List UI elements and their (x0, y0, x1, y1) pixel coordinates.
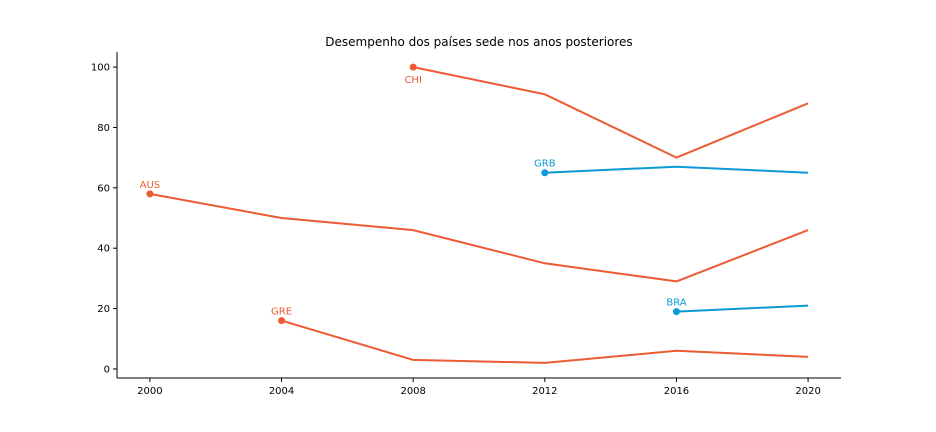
series-label-bra: BRA (666, 298, 686, 309)
series-start-marker-chi (409, 63, 417, 71)
series-label-grb: GRB (534, 159, 556, 170)
y-tick-label: 20 (97, 304, 110, 315)
chart-title: Desempenho dos países sede nos anos post… (325, 35, 632, 49)
y-tick-label: 40 (97, 244, 110, 255)
y-tick-label: 100 (91, 63, 110, 74)
series-layer: AUS GRE CHI GRB BRA (140, 63, 809, 364)
series-grb: GRB (534, 159, 809, 177)
series-label-aus: AUS (140, 180, 161, 191)
x-tick-label: 2020 (795, 386, 820, 397)
series-start-marker-bra (672, 308, 680, 316)
x-tick-label: 2012 (532, 386, 557, 397)
y-tick-label: 80 (97, 123, 110, 134)
x-tick-label: 2008 (400, 386, 425, 397)
y-tick-label: 60 (97, 183, 110, 194)
series-label-gre: GRE (271, 307, 292, 318)
series-gre: GRE (271, 307, 809, 364)
series-start-marker-aus (146, 190, 154, 198)
series-line-chi (412, 66, 809, 159)
series-line-bra (676, 304, 809, 313)
series-line-gre (281, 319, 809, 364)
series-line-aus (149, 192, 809, 283)
series-start-marker-gre (278, 317, 286, 325)
series-bra: BRA (666, 298, 809, 316)
y-tick-label: 0 (104, 364, 110, 375)
series-label-chi: CHI (404, 75, 421, 86)
x-tick-label: 2000 (137, 386, 162, 397)
x-tick-label: 2016 (664, 386, 689, 397)
series-start-marker-grb (541, 169, 549, 177)
series-chi: CHI (404, 63, 809, 159)
series-aus: AUS (140, 180, 809, 283)
series-line-grb (544, 165, 809, 174)
x-tick-label: 2004 (269, 386, 294, 397)
axes: 2000 2004 2008 2012 2016 2020 0 20 40 60 80 100 (91, 52, 841, 397)
